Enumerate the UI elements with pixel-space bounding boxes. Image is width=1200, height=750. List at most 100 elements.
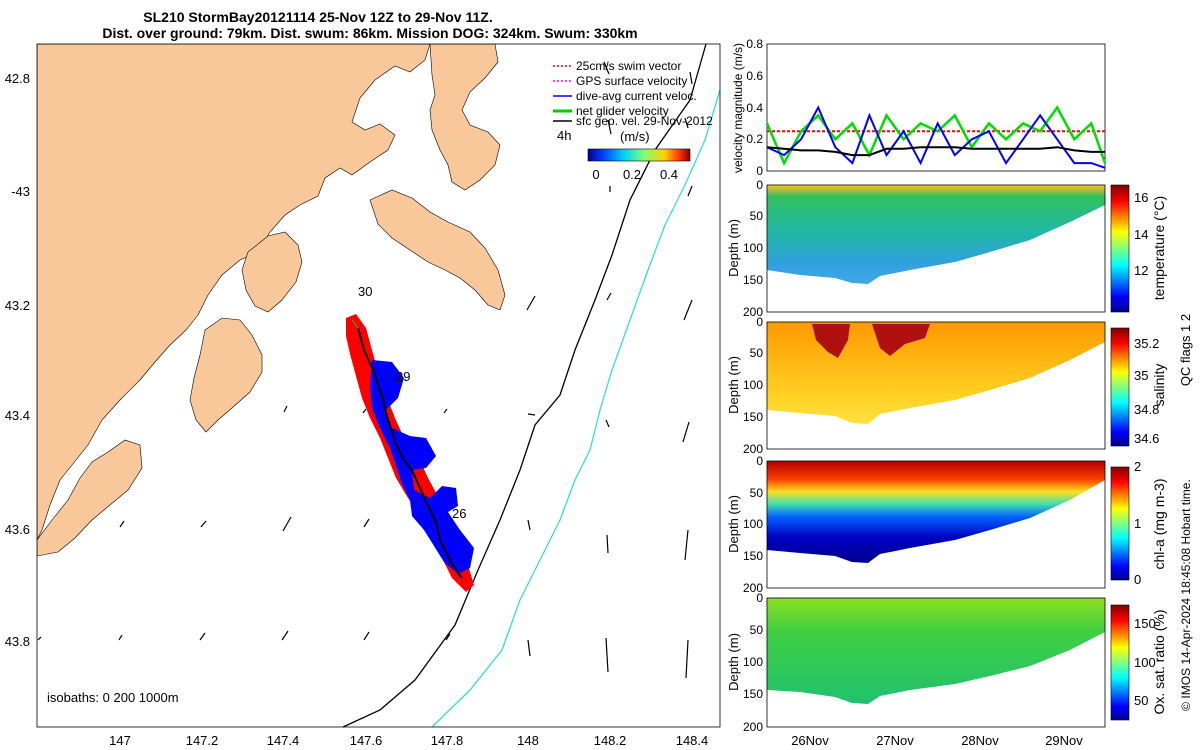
temperature-cbtick: 14 [1134, 227, 1148, 242]
chlorophyll-ytick: 100 [743, 517, 763, 531]
colorbar-tick: 0.2 [623, 167, 641, 182]
chlorophyll-ytick: 0 [756, 454, 763, 468]
section-panels: 0 50 100 150 200 Depth (m) 12 14 16 temp… [726, 178, 1167, 748]
salinity-frame [766, 321, 1106, 450]
legend-label-net: net glider velocity [576, 104, 669, 118]
salinity-cbtick: 35.2 [1134, 336, 1159, 351]
lat-tick: -43 [11, 184, 30, 199]
oxygen-colorbar [1110, 604, 1130, 721]
sfc-arrow [283, 405, 288, 413]
land-bruny [241, 231, 303, 313]
map-colorbar: 4h (m/s) 0 0.2 0.4 [557, 128, 691, 182]
velocity-series-line [766, 146, 1105, 157]
chlorophyll-cbtick: 2 [1134, 459, 1141, 474]
temperature-cblabel: temperature (°C) [1151, 196, 1167, 300]
sfc-arrow [362, 408, 367, 414]
salinity-panel: 0 50 100 150 200 Depth (m) 34.6 34.8 35 … [726, 315, 1167, 456]
oxygen-cblabel: Ox. sat. ratio (%) [1151, 609, 1167, 714]
title-line-1: SL210 StormBay20121114 25-Nov 12Z to 29-… [143, 9, 492, 25]
sfc-velocity-arrows [37, 61, 693, 679]
sfc-arrow [119, 520, 125, 528]
colorbar-units: (m/s) [620, 129, 650, 144]
lon-tick: 147.2 [186, 733, 219, 748]
temperature-ytick: 100 [743, 241, 763, 255]
temperature-ylabel: Depth (m) [726, 219, 741, 277]
map-panel: 30 29 26 25cm/s swim vector GPS surface … [5, 43, 721, 748]
oxygen-ytick: 100 [743, 655, 763, 669]
chlorophyll-frame [766, 460, 1106, 589]
imos-credit: © IMOS 14-Apr-2024 18:45:08 Hobart time. [1179, 479, 1193, 711]
sfc-arrow [689, 71, 693, 85]
land-forestier [369, 189, 506, 311]
temperature-cbtick: 12 [1134, 263, 1148, 278]
sfc-arrow [607, 119, 612, 135]
temperature-section [767, 185, 1105, 284]
sfc-arrow [282, 516, 292, 532]
oxygen-panel: 0 50 100 150 200 Depth (m) 50 100 150 Ox… [726, 591, 1167, 734]
velocity-ytick: 0.8 [746, 37, 763, 51]
sfc-arrow [199, 632, 206, 641]
velocity-panel: 0 0.2 0.4 0.6 0.8 velocity magnitude (m/… [731, 37, 1107, 178]
lat-tick: 43.4 [5, 408, 30, 423]
speed-colorbar [587, 148, 691, 162]
title-line-2: Dist. over ground: 79km. Dist. swum: 86k… [102, 25, 637, 41]
temperature-panel: 0 50 100 150 200 Depth (m) 12 14 16 temp… [726, 178, 1167, 319]
sfc-arrow [118, 634, 123, 641]
salinity-colorbar [1110, 327, 1130, 447]
oxygen-ytick: 200 [743, 720, 763, 734]
track-label-30: 30 [358, 284, 372, 299]
time-tick: 26Nov [791, 733, 829, 748]
velocity-plot-area [766, 43, 1106, 172]
land-maria [429, 44, 501, 191]
chlorophyll-ytick: 200 [743, 581, 763, 595]
colorbar-side-label: 4h [557, 128, 571, 143]
isobath-200m-line [342, 43, 707, 728]
legend-label-dive-avg: dive-avg current veloc. [576, 89, 697, 103]
salinity-ytick: 150 [743, 410, 763, 424]
sfc-arrow [363, 631, 370, 641]
salinity-cbtick: 35 [1134, 368, 1148, 383]
sfc-arrow [683, 299, 693, 321]
lat-tick: 43.8 [5, 634, 30, 649]
oxygen-ytick: 150 [743, 687, 763, 701]
velocity-series-line [765, 105, 1107, 166]
sfc-arrow [605, 637, 609, 673]
chlorophyll-ytick: 150 [743, 549, 763, 563]
sfc-arrow [37, 636, 42, 641]
salinity-cblabel: salinity [1151, 364, 1167, 407]
oxygen-cbtick: 150 [1134, 616, 1156, 631]
sfc-arrow [606, 292, 612, 301]
chlorophyll-cbtick: 1 [1134, 516, 1141, 531]
oxygen-section [767, 598, 1105, 704]
salinity-ytick: 200 [743, 442, 763, 456]
salinity-ytick: 0 [756, 315, 763, 329]
legend-label-gps: GPS surface velocity [576, 74, 687, 88]
sfc-arrow [606, 534, 609, 554]
map-legend: 25cm/s swim vector GPS surface velocity … [553, 59, 713, 128]
lon-tick: 147.8 [431, 733, 464, 748]
lon-tick: 147.4 [267, 733, 300, 748]
salinity-ytick: 50 [750, 346, 764, 360]
time-tick: 28Nov [961, 733, 999, 748]
salinity-section [767, 322, 1105, 424]
lat-tick: 43.2 [5, 298, 30, 313]
lon-tick: 147.6 [350, 733, 383, 748]
salinity-ylabel: Depth (m) [726, 356, 741, 414]
sfc-arrow [687, 185, 693, 197]
temperature-ytick: 50 [750, 209, 764, 223]
sfc-arrow [682, 421, 690, 443]
chlorophyll-panel: 0 50 100 150 200 Depth (m) 0 1 2 chl-a (… [726, 454, 1167, 595]
track-label-29: 29 [396, 369, 410, 384]
chlorophyll-cbtick: 0 [1134, 572, 1141, 587]
oxygen-ylabel: Depth (m) [726, 633, 741, 691]
chlorophyll-colorbar [1110, 466, 1130, 581]
sfc-arrow [684, 117, 689, 129]
velocity-ytick: 0.6 [746, 69, 763, 83]
sfc-arrow [445, 633, 451, 641]
sfc-arrow [605, 419, 610, 428]
sfc-arrow [684, 529, 689, 561]
land-tasman-peninsula [189, 317, 263, 433]
legend-label-sfc: sfc geo. vel. 29-Nov-2012 [576, 114, 713, 128]
land-south-peninsula [37, 439, 143, 557]
salinity-cbtick: 34.8 [1134, 402, 1159, 417]
